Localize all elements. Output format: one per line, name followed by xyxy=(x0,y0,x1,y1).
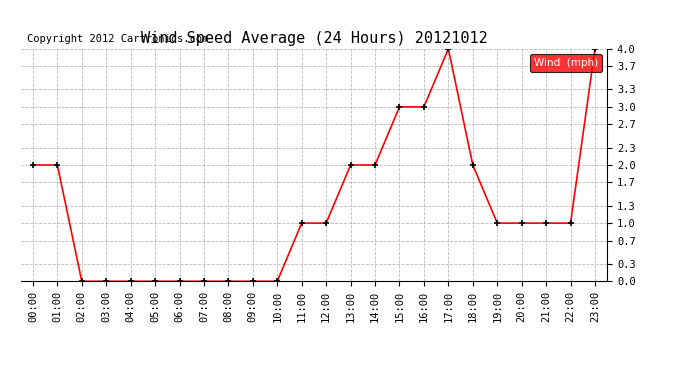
Legend: Wind  (mph): Wind (mph) xyxy=(529,54,602,72)
Text: Copyright 2012 Cartronics.com: Copyright 2012 Cartronics.com xyxy=(26,34,208,44)
Title: Wind Speed Average (24 Hours) 20121012: Wind Speed Average (24 Hours) 20121012 xyxy=(141,31,487,46)
